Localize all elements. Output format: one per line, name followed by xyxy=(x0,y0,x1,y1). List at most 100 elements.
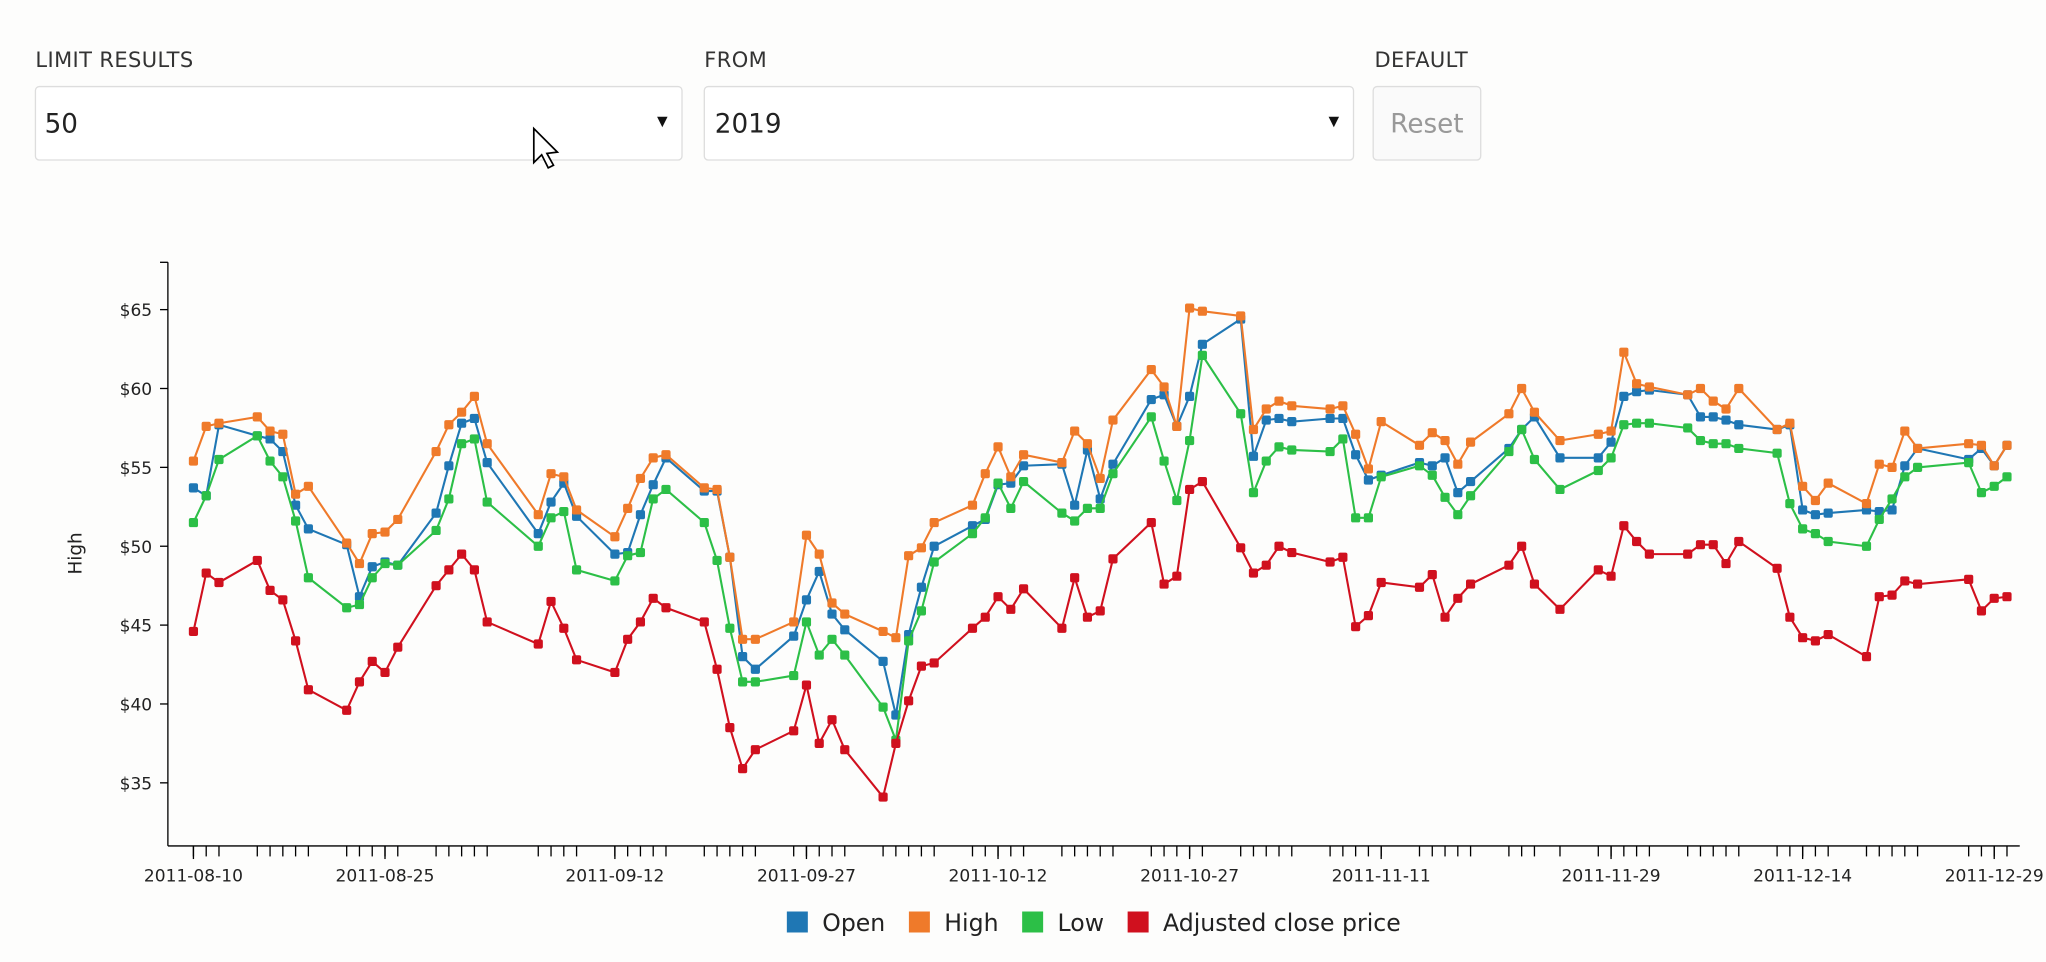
data-point xyxy=(891,633,901,643)
data-point xyxy=(750,634,760,644)
data-point xyxy=(789,670,799,681)
data-point xyxy=(1287,417,1297,427)
data-point xyxy=(840,650,850,660)
data-point xyxy=(1465,476,1476,487)
data-point xyxy=(546,469,556,479)
data-point xyxy=(1823,536,1833,547)
data-point xyxy=(738,764,748,774)
data-point xyxy=(1517,541,1527,551)
data-point xyxy=(827,598,837,608)
x-tick-label: 2011-11-11 xyxy=(1332,866,1431,886)
data-point xyxy=(393,642,403,652)
data-point xyxy=(1734,536,1744,547)
data-point xyxy=(2002,472,2012,482)
data-point xyxy=(1236,543,1246,553)
data-point xyxy=(1172,571,1182,581)
data-point xyxy=(967,623,978,633)
data-point xyxy=(1325,557,1335,567)
from-select[interactable]: 2019 xyxy=(703,85,1355,161)
data-point xyxy=(1555,435,1565,446)
select-box[interactable] xyxy=(34,85,683,161)
data-point xyxy=(916,543,926,553)
data-point xyxy=(1082,612,1093,622)
data-point xyxy=(1989,593,1999,603)
data-point xyxy=(878,792,888,802)
data-point xyxy=(1159,456,1169,466)
data-point xyxy=(291,500,301,510)
data-point xyxy=(635,617,646,627)
data-point xyxy=(1287,445,1297,455)
data-point xyxy=(354,677,365,687)
data-point xyxy=(533,639,543,649)
data-point xyxy=(1274,541,1284,551)
data-point xyxy=(265,585,275,595)
data-point xyxy=(1363,464,1373,474)
mouse-cursor xyxy=(532,126,560,170)
x-tick-label: 2011-08-25 xyxy=(336,866,435,886)
data-point xyxy=(916,661,926,671)
data-point xyxy=(661,450,671,460)
data-point xyxy=(1248,568,1259,578)
data-point xyxy=(1721,439,1731,449)
data-point xyxy=(1248,488,1259,498)
series-line xyxy=(192,352,2008,741)
data-point xyxy=(1887,590,1897,600)
data-point xyxy=(1810,529,1821,539)
data-point xyxy=(1427,470,1437,480)
data-point xyxy=(635,473,646,483)
legend: Open High Low Adjusted close price xyxy=(786,909,1401,937)
data-point xyxy=(1798,505,1808,515)
data-point xyxy=(1874,459,1884,469)
data-point xyxy=(1197,476,1207,487)
data-point xyxy=(1236,409,1246,419)
data-point xyxy=(1287,547,1297,558)
legend-label: Low xyxy=(1058,909,1104,937)
data-point xyxy=(1095,503,1105,513)
data-point xyxy=(1861,541,1872,551)
data-point xyxy=(993,442,1003,452)
data-point xyxy=(980,612,990,622)
data-point xyxy=(342,705,352,715)
data-point xyxy=(1274,413,1284,424)
data-point xyxy=(431,508,441,518)
data-point xyxy=(1708,396,1718,406)
data-point xyxy=(827,715,837,725)
data-point xyxy=(1555,604,1565,614)
data-point xyxy=(699,617,709,627)
data-point xyxy=(1529,579,1540,589)
data-point xyxy=(750,664,760,674)
data-point xyxy=(1529,407,1540,417)
data-point xyxy=(367,573,377,583)
button-text: Reset xyxy=(1390,109,1463,139)
x-tick-label: 2011-10-12 xyxy=(949,866,1048,886)
data-point xyxy=(252,555,262,566)
data-point xyxy=(1734,443,1744,454)
data-point xyxy=(1708,439,1718,449)
y-tick-label: $65 xyxy=(120,301,153,321)
data-point xyxy=(623,634,633,644)
data-point xyxy=(214,577,224,588)
data-point xyxy=(1504,560,1514,570)
data-point xyxy=(967,500,978,510)
data-point xyxy=(1057,458,1067,468)
limit-select[interactable]: 50 xyxy=(34,85,683,161)
button-box[interactable] xyxy=(1372,85,1482,161)
data-point xyxy=(1964,574,1974,584)
data-point xyxy=(929,557,939,567)
data-point xyxy=(1351,450,1361,460)
data-point xyxy=(252,412,262,422)
data-point xyxy=(967,521,978,531)
data-point xyxy=(1338,401,1348,411)
data-point xyxy=(1798,524,1808,534)
select-box[interactable] xyxy=(703,85,1355,161)
data-point xyxy=(533,510,543,520)
reset-button[interactable]: Reset xyxy=(1372,85,1482,161)
data-point xyxy=(1057,508,1067,518)
y-tick-label: $45 xyxy=(120,617,153,637)
data-point xyxy=(1465,579,1476,589)
data-point xyxy=(1900,472,1910,482)
data-point xyxy=(801,617,812,627)
data-point xyxy=(1810,636,1821,646)
data-point xyxy=(469,391,479,401)
data-point xyxy=(1734,383,1744,394)
